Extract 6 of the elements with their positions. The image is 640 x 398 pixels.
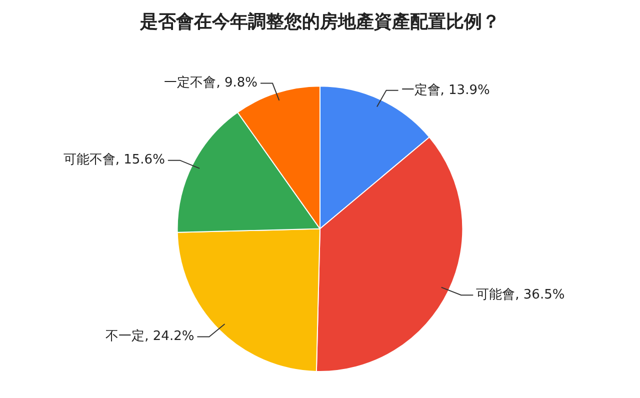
slice-label: 可能不會, 15.6% [63,152,165,168]
slice-label: 可能會, 36.5% [476,287,565,302]
slice-label: 一定會, 13.9% [401,82,490,98]
slice-label: 不一定, 24.2% [106,329,194,344]
chart-title: 是否會在今年調整您的房地產資產配置比例？ [139,11,500,32]
slice-label: 一定不會, 9.8% [164,76,258,91]
